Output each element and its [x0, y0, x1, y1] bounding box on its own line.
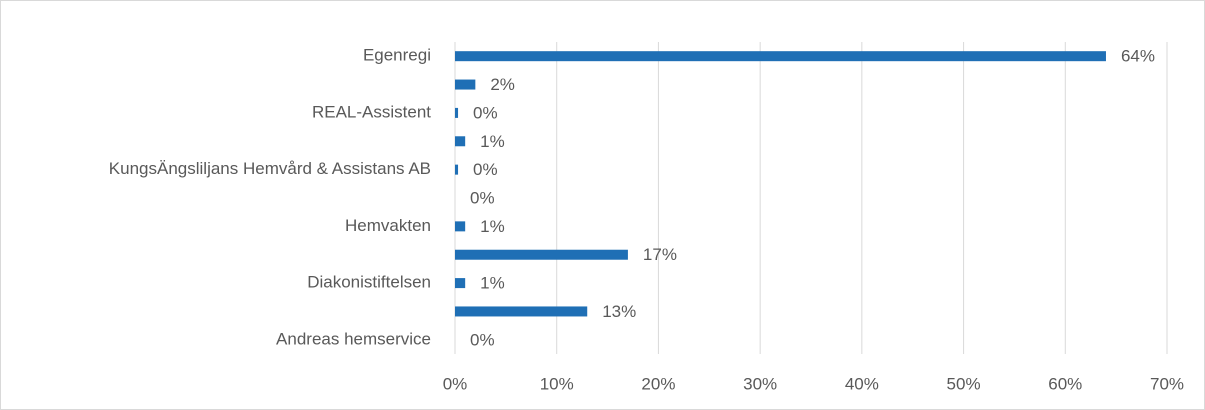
- y-tick-label: REAL-Assistent: [312, 102, 431, 121]
- x-tick-label: 0%: [443, 374, 468, 393]
- bar: [455, 249, 628, 260]
- data-label: 2%: [490, 75, 515, 94]
- bar: [455, 164, 459, 175]
- data-label: 0%: [473, 103, 498, 122]
- bar: [455, 107, 459, 118]
- bar: [455, 306, 588, 317]
- x-tick-label: 30%: [743, 374, 777, 393]
- x-tick-label: 70%: [1150, 374, 1184, 393]
- data-label: 17%: [643, 245, 677, 264]
- bar: [455, 221, 466, 232]
- data-label: 0%: [473, 160, 498, 179]
- bar: [455, 136, 466, 147]
- bar: [455, 79, 476, 90]
- data-label: 64%: [1121, 47, 1155, 66]
- y-tick-label: Andreas hemservice: [276, 329, 431, 348]
- data-label: 1%: [480, 217, 505, 236]
- y-tick-label: Diakonistiftelsen: [307, 273, 431, 292]
- x-tick-label: 20%: [641, 374, 675, 393]
- bar: [455, 278, 466, 289]
- y-tick-label: KungsÄngsliljans Hemvård & Assistans AB: [109, 159, 431, 178]
- y-tick-label: Hemvakten: [345, 216, 431, 235]
- x-tick-label: 10%: [540, 374, 574, 393]
- data-label: 1%: [480, 274, 505, 293]
- x-tick-label: 40%: [845, 374, 879, 393]
- y-tick-label: Egenregi: [363, 46, 431, 65]
- data-label: 0%: [470, 188, 495, 207]
- data-label: 13%: [602, 302, 636, 321]
- bar: [455, 51, 1106, 62]
- data-label: 1%: [480, 132, 505, 151]
- x-tick-label: 50%: [947, 374, 981, 393]
- data-label: 0%: [470, 330, 495, 349]
- x-tick-label: 60%: [1048, 374, 1082, 393]
